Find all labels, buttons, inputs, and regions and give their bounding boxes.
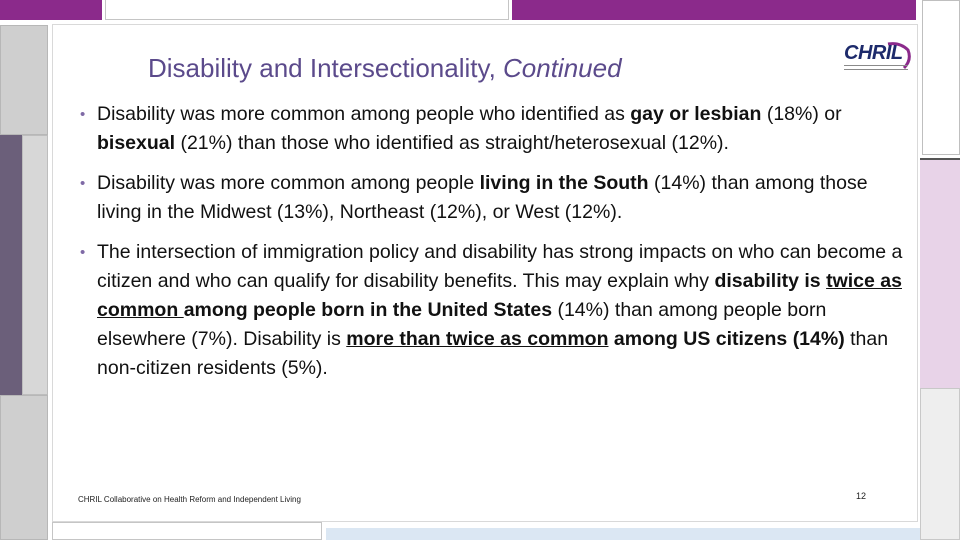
slide-title: Disability and Intersectionality, Contin… <box>148 53 828 84</box>
bullet-emphasis: among US citizens (14%) <box>613 328 845 350</box>
bullet-icon: • <box>80 175 86 192</box>
bullet-icon: • <box>80 244 86 261</box>
chril-logo: CHRIL <box>838 40 916 76</box>
slide-title-italic: Continued <box>503 53 622 83</box>
bullet-text: than non-citizen residents (5%). <box>97 328 889 379</box>
bullet-text: (21%) than those who identified as strai… <box>175 132 729 154</box>
top-right-accent-bar <box>512 0 916 20</box>
bullet-icon: • <box>80 106 86 123</box>
bullet-text: Disability was more common among people … <box>97 103 631 125</box>
bullet-text: (14%) than among people born elsewhere (… <box>97 299 827 350</box>
footer-text: CHRIL Collaborative on Health Reform and… <box>78 495 301 504</box>
logo-underline <box>844 65 908 70</box>
bottom-accent-bar <box>326 528 920 540</box>
slide-title-main: Disability and Intersectionality, <box>148 53 504 83</box>
page-number: 12 <box>856 491 867 501</box>
bullet-emphasis: gay or lesbian <box>630 103 762 125</box>
bullet-item-immigration: • The intersection of immigration policy… <box>76 238 906 383</box>
left-accent-strip <box>0 135 22 395</box>
bullet-emphasis: living in the South <box>479 172 649 194</box>
right-frame-block-top <box>922 0 960 155</box>
bullet-emphasis-underlined: more than twice as common <box>346 328 609 350</box>
bullet-text: Disability was more common among people <box>97 172 480 194</box>
bullet-emphasis: bisexual <box>97 132 176 154</box>
bullet-list: • Disability was more common among peopl… <box>76 100 906 383</box>
right-frame-block-bottom <box>920 388 960 540</box>
bullet-emphasis: disability is <box>714 270 827 292</box>
top-left-accent-bar <box>0 0 102 20</box>
bottom-frame-bar <box>52 522 322 540</box>
left-frame-block-top <box>0 25 48 135</box>
slide-content-area <box>52 24 918 522</box>
bullet-emphasis-underlined: twice as common <box>97 270 902 321</box>
bullet-text: (14%) than among those living in the Mid… <box>97 172 868 223</box>
left-frame-block-middle <box>22 135 48 395</box>
bullet-text: (18%) or <box>761 103 842 125</box>
logo-text: CHRIL <box>844 42 903 64</box>
bullet-text: The intersection of immigration policy a… <box>97 241 903 292</box>
bullet-emphasis: among people born in the United States <box>183 299 553 321</box>
right-accent-block <box>920 158 960 388</box>
left-frame-block-bottom <box>0 395 48 540</box>
bullet-item-orientation: • Disability was more common among peopl… <box>76 100 906 158</box>
bullet-item-region: • Disability was more common among peopl… <box>76 169 906 227</box>
top-frame-bar <box>105 0 509 20</box>
logo-swoosh-icon <box>887 42 911 70</box>
